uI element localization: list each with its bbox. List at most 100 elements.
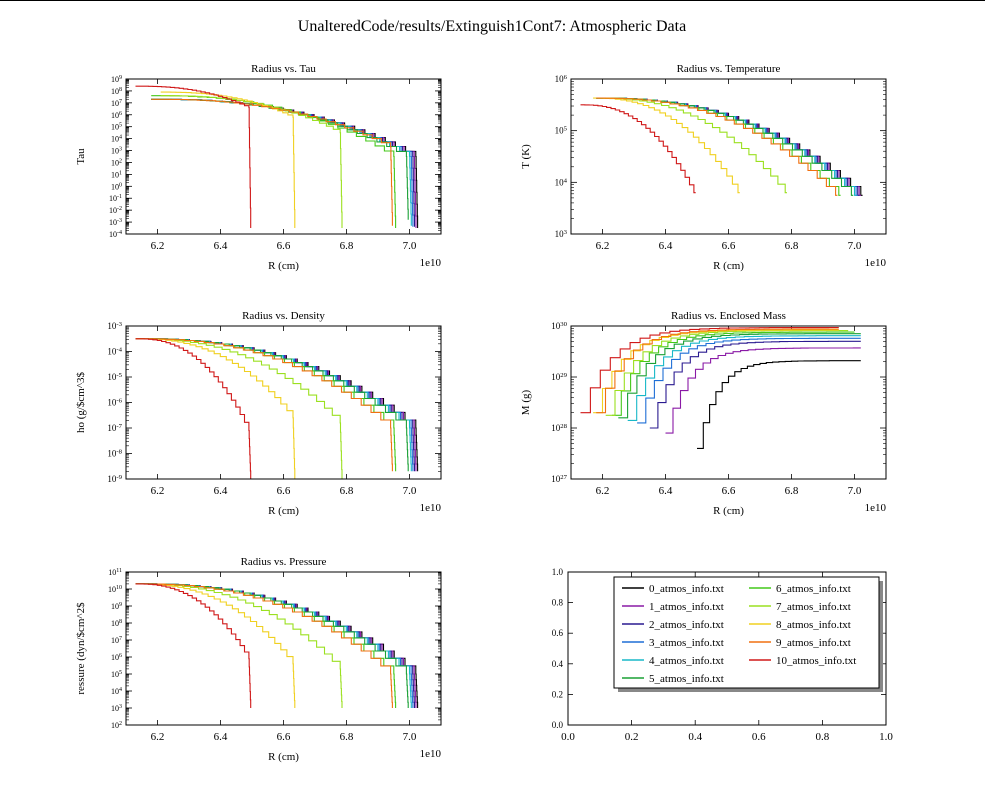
series-line-5: [151, 98, 409, 220]
legend-entry: 3_atmos_info.txt: [649, 637, 724, 649]
x-offset-label: 1e10: [420, 748, 442, 760]
y-tick-label: 104: [111, 135, 122, 144]
x-tick-label: 6.8: [340, 485, 354, 497]
y-tick-label: 106: [111, 111, 122, 120]
axes-frame: [570, 325, 887, 480]
chart-temperature: Radius vs. Temperature R (cm) T (K) 1e10 6.2…: [520, 63, 887, 272]
y-tick-label: 102: [111, 721, 122, 730]
legend-entry: 2_atmos_info.txt: [649, 619, 724, 631]
y-tick-label: 109: [111, 75, 122, 84]
series-line-7: [160, 95, 343, 228]
y-tick-label: 1028: [551, 423, 567, 433]
y-tick-label: 103: [555, 229, 568, 239]
series-line-8: [593, 329, 839, 414]
x-tick-label: 6.4: [214, 240, 228, 252]
series-line-8: [135, 583, 296, 708]
y-tick-label: 106: [111, 653, 122, 662]
legend-entry: 10_atmos_info.txt: [776, 655, 856, 667]
y-tick-label: 103: [111, 704, 122, 713]
x-tick-label: 6.8: [785, 485, 799, 497]
series-line-2: [596, 97, 860, 196]
series-line-1: [665, 347, 861, 434]
x-tick-label: 6.4: [214, 485, 228, 497]
x-tick-label: 6.4: [659, 240, 673, 252]
y-axis-label: M (g): [520, 389, 532, 415]
y-tick-label: 100: [111, 182, 122, 191]
series-line-3: [637, 337, 861, 424]
y-tick-label: 0.0: [552, 720, 564, 730]
chart-title: Radius vs. Tau: [251, 63, 316, 75]
chart-pressure: Radius vs. Pressure R (cm) ressure (dyn/$c…: [75, 556, 442, 763]
y-tick-label: 102: [111, 158, 122, 167]
y-tick-label: 1011: [108, 568, 122, 577]
x-tick-label: 6.6: [277, 731, 291, 743]
chart-density: Radius vs. Density R (cm) ho (g/$cm^3$ 1e10…: [75, 310, 442, 517]
x-tick-label: 6.6: [722, 485, 736, 497]
chart-title: Radius vs. Enclosed Mass: [671, 310, 786, 322]
series-line-6: [612, 331, 855, 416]
y-tick-label: 0.2: [552, 689, 563, 699]
y-tick-label: 107: [111, 636, 122, 645]
series-line-9: [135, 338, 393, 472]
x-axis-label: R (cm): [713, 505, 744, 517]
y-tick-label: 1030: [551, 321, 567, 331]
chart-legend: 0.0 0.2 0.4 0.6 0.8 1.0 1.0 0.8 0.6 0.4 0.2 0.0 0_at…: [552, 567, 894, 743]
y-tick-label: 104: [111, 687, 122, 696]
y-tick-label: 10-4: [109, 230, 122, 239]
y-tick-label: 106: [555, 74, 568, 84]
series-line-7: [596, 97, 787, 194]
legend: 0_atmos_info.txt 1_atmos_info.txt 2_atmos_…: [613, 576, 883, 692]
series-line-8: [160, 91, 296, 228]
x-axis-label: R (cm): [268, 260, 299, 272]
x-tick-label: 6.8: [340, 731, 354, 743]
y-tick-label: 0.8: [552, 598, 564, 608]
x-tick-label: 6.2: [151, 240, 165, 252]
legend-entry: 8_atmos_info.txt: [776, 619, 851, 631]
axes-frame: [125, 78, 442, 235]
x-axis-label: R (cm): [268, 751, 299, 763]
series-line-2: [151, 98, 416, 227]
y-axis-label: ressure (dyn/$cm^2$: [75, 602, 87, 695]
series-line-5: [596, 97, 854, 196]
series-line-7: [605, 330, 849, 416]
y-tick-label: 108: [111, 619, 122, 628]
x-tick-label: 7.0: [403, 485, 417, 497]
x-tick-label: 7.0: [848, 240, 862, 252]
x-tick-label: 6.6: [722, 240, 736, 252]
legend-entry: 9_atmos_info.txt: [776, 637, 851, 649]
y-tick-label: 0.6: [552, 628, 564, 638]
y-tick-label: 10-6: [107, 398, 122, 408]
y-tick-label: 107: [111, 99, 122, 108]
x-tick-label: 0.2: [625, 731, 639, 743]
x-offset-label: 1e10: [420, 257, 442, 269]
y-tick-label: 10-7: [107, 423, 122, 433]
x-offset-label: 1e10: [420, 502, 442, 514]
y-axis-label: Tau: [75, 148, 87, 165]
y-tick-label: 0.4: [552, 659, 564, 669]
x-tick-label: 6.2: [151, 485, 165, 497]
series-line-9: [135, 583, 393, 708]
x-tick-label: 0.8: [816, 731, 830, 743]
y-tick-label: 10-5: [107, 372, 122, 382]
series-line-6: [151, 95, 397, 228]
x-axis-label: R (cm): [268, 505, 299, 517]
x-tick-label: 6.6: [277, 240, 291, 252]
y-tick-label: 10-4: [107, 347, 122, 357]
legend-box: [613, 576, 880, 689]
y-axis-label: ho (g/$cm^3$: [75, 371, 87, 433]
series-line-7: [135, 583, 343, 708]
x-tick-label: 7.0: [403, 731, 417, 743]
y-tick-label: 103: [111, 147, 122, 156]
y-tick-label: 101: [111, 170, 122, 179]
y-tick-label: 109: [111, 602, 122, 611]
series-line-0: [596, 97, 863, 196]
chart-title: Radius vs. Density: [242, 310, 325, 322]
series-line-7: [135, 338, 343, 479]
series-group: [135, 338, 419, 479]
chart-tau: Radius vs. Tau R (cm) Tau 1e10 6.2 6.4 6.6 6.8 7…: [75, 63, 442, 272]
legend-entry: 0_atmos_info.txt: [649, 583, 724, 595]
series-group: [580, 326, 861, 449]
series-line-10: [135, 583, 252, 708]
series-group: [135, 583, 419, 708]
